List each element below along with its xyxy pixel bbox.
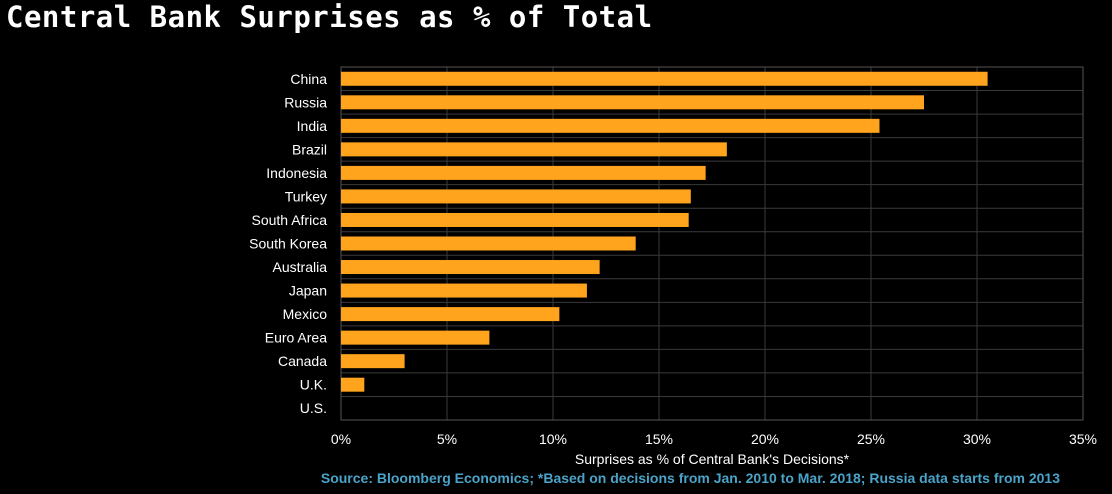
category-label: Indonesia: [266, 165, 327, 181]
bar-india: [341, 118, 880, 133]
bar-russia: [341, 95, 924, 110]
category-label: Japan: [289, 283, 327, 299]
bar-south-korea: [341, 236, 636, 251]
bar-turkey: [341, 189, 691, 204]
category-label: Russia: [284, 94, 327, 110]
x-tick-label: 35%: [1069, 431, 1097, 447]
category-label: South Africa: [252, 212, 328, 228]
chart-title: Central Bank Surprises as % of Total: [6, 0, 653, 34]
bar-australia: [341, 260, 600, 275]
bar-euro-area: [341, 330, 490, 345]
category-label: Turkey: [285, 188, 327, 204]
category-label: Canada: [278, 353, 327, 369]
x-tick-label: 0%: [331, 431, 351, 447]
category-label: India: [297, 118, 328, 134]
category-label: Brazil: [292, 141, 327, 157]
x-axis-label: Surprises as % of Central Bank's Decisio…: [575, 451, 850, 467]
bar-south-africa: [341, 212, 689, 227]
bar-mexico: [341, 307, 560, 322]
category-label: Euro Area: [265, 330, 327, 346]
bars: [341, 71, 988, 392]
category-label: Australia: [273, 259, 328, 275]
x-tick-label: 10%: [539, 431, 567, 447]
source-note: Source: Bloomberg Economics; *Based on d…: [320, 470, 1060, 486]
x-tick-label: 25%: [857, 431, 885, 447]
x-tick-label: 20%: [751, 431, 779, 447]
bar-brazil: [341, 142, 727, 157]
bar-indonesia: [341, 165, 706, 180]
category-label: China: [290, 71, 327, 87]
x-tick-label: 30%: [963, 431, 991, 447]
bar-canada: [341, 354, 405, 369]
x-tick-labels: 0% 5% 10% 15% 20% 25% 30% 35%: [331, 431, 1097, 447]
x-tick-label: 15%: [645, 431, 673, 447]
category-label: Mexico: [283, 306, 328, 322]
bar-u-k: [341, 377, 365, 392]
category-label: U.K.: [300, 377, 327, 393]
category-label: U.S.: [300, 400, 327, 416]
bar-china: [341, 71, 988, 86]
category-labels: China Russia India Brazil Indonesia Turkey Sou…: [249, 71, 327, 416]
category-label: South Korea: [249, 236, 327, 252]
x-tick-label: 5%: [437, 431, 457, 447]
bar-japan: [341, 283, 587, 298]
